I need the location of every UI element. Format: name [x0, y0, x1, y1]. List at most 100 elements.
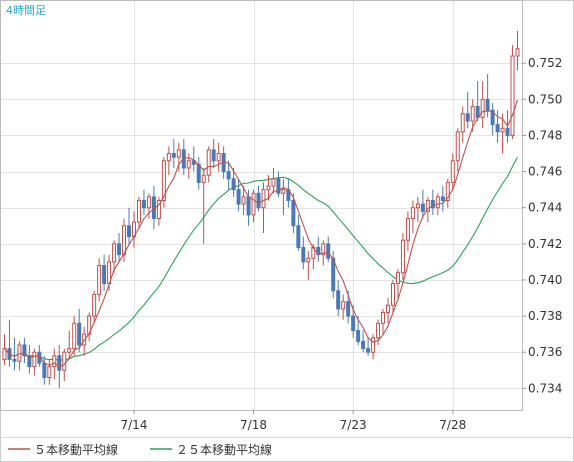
candle-body-down — [127, 225, 132, 238]
candle-body-down — [301, 246, 306, 263]
candle-body-down — [326, 243, 331, 259]
legend-label: ２５本移動平均線 — [176, 442, 272, 457]
candle-body-down — [351, 315, 356, 332]
x-tick-label: 7/23 — [340, 418, 367, 432]
candle-body-down — [27, 355, 32, 368]
candle-body-down — [505, 127, 510, 136]
y-tick-label: 0.736 — [528, 345, 562, 359]
y-tick-label: 0.738 — [528, 309, 562, 323]
candle-body-up — [390, 283, 395, 306]
x-axis-labels: 7/14 7/18 7/23 7/28 — [121, 410, 466, 432]
candle-body-up — [112, 243, 117, 263]
candle-body-up — [251, 192, 256, 216]
candle-body-up — [281, 189, 286, 194]
candle-body-up — [266, 185, 271, 191]
ma5-line-layer — [4, 99, 519, 368]
legend-label: ５本移動平均線 — [34, 442, 118, 457]
candle-body-up — [371, 337, 376, 353]
candle-body-up — [400, 239, 405, 274]
plot-area-border — [0, 0, 523, 411]
candle-body-up — [341, 301, 346, 310]
candle-body-down — [42, 362, 47, 378]
candle-body-up — [271, 178, 276, 187]
candle-body-up — [395, 272, 400, 285]
candle-body-up — [72, 322, 77, 350]
candle-body-down — [420, 203, 425, 212]
candle-body-up — [2, 348, 7, 360]
candle-body-down — [346, 301, 351, 317]
y-tick-label: 0.742 — [528, 237, 562, 251]
ma5-line — [4, 99, 519, 368]
candle-body-up — [52, 355, 57, 368]
legend: ５本移動平均線 ２５本移動平均線 — [8, 442, 272, 457]
candle-body-up — [241, 196, 246, 205]
candle-body-up — [460, 113, 465, 133]
candle-body-down — [430, 199, 435, 209]
candle-body-up — [176, 149, 181, 158]
candle-body-up — [455, 131, 460, 162]
candle-body-up — [450, 160, 455, 183]
candle-body-down — [211, 149, 216, 162]
ma25-line-layer — [4, 156, 518, 361]
candle-body-down — [102, 265, 107, 285]
candle-body-down — [196, 163, 201, 183]
y-tick-label: 0.744 — [528, 201, 562, 215]
candle-body-down — [231, 178, 236, 191]
candle-body-up — [321, 243, 326, 256]
candle-body-up — [32, 351, 37, 368]
y-tick-label: 0.740 — [528, 273, 562, 287]
ma25-line — [4, 156, 518, 361]
candle-body-down — [291, 199, 296, 227]
candle-body-up — [410, 207, 415, 220]
candle-body-up — [92, 293, 97, 317]
candle-body-up — [186, 160, 191, 169]
candle-body-down — [171, 153, 176, 158]
y-axis-labels: 0.734 0.736 0.738 0.740 0.742 0.744 0.746 0.748… — [522, 56, 562, 395]
y-tick-label: 0.746 — [528, 165, 562, 179]
candle-body-up — [67, 348, 72, 353]
candle-body-up — [161, 160, 166, 201]
candle-body-down — [475, 106, 480, 118]
candle-body-down — [12, 358, 17, 362]
period-label: 4時間足 — [6, 4, 46, 17]
candle-body-up — [470, 106, 475, 122]
candle-body-down — [361, 340, 366, 350]
candle-body-up — [166, 153, 171, 162]
candle-body-up — [515, 48, 520, 57]
candle-body-down — [465, 113, 470, 122]
candle-body-down — [77, 322, 82, 346]
candle-body-down — [276, 178, 281, 194]
gridlines — [0, 0, 522, 410]
candle-body-down — [256, 192, 261, 209]
candle-body-up — [261, 189, 266, 209]
x-tick-label: 7/28 — [439, 418, 466, 432]
candle-body-down — [495, 124, 500, 133]
candle-body-down — [331, 257, 336, 292]
candle-body-down — [336, 290, 341, 310]
candles-layer — [2, 30, 520, 389]
candle-body-down — [57, 355, 62, 371]
y-tick-label: 0.748 — [528, 128, 562, 142]
candle-body-down — [117, 243, 122, 256]
candle-body-down — [316, 246, 321, 256]
candle-body-up — [47, 366, 52, 378]
candle-body-down — [181, 149, 186, 169]
candle-body-down — [246, 196, 251, 216]
candle-body-down — [22, 344, 27, 357]
candle-body-up — [376, 322, 381, 339]
candle-body-up — [480, 98, 485, 118]
x-tick-label: 7/18 — [240, 418, 267, 432]
candle-body-down — [366, 348, 371, 353]
candle-body-down — [141, 199, 146, 209]
candle-body-up — [435, 196, 440, 209]
candle-body-up — [156, 199, 161, 220]
candle-body-up — [146, 196, 151, 209]
candle-body-up — [82, 333, 87, 346]
candle-body-up — [500, 127, 505, 133]
candle-body-up — [445, 181, 450, 201]
candle-body-up — [216, 153, 221, 162]
candle-body-up — [97, 265, 102, 295]
candle-body-down — [485, 98, 490, 111]
